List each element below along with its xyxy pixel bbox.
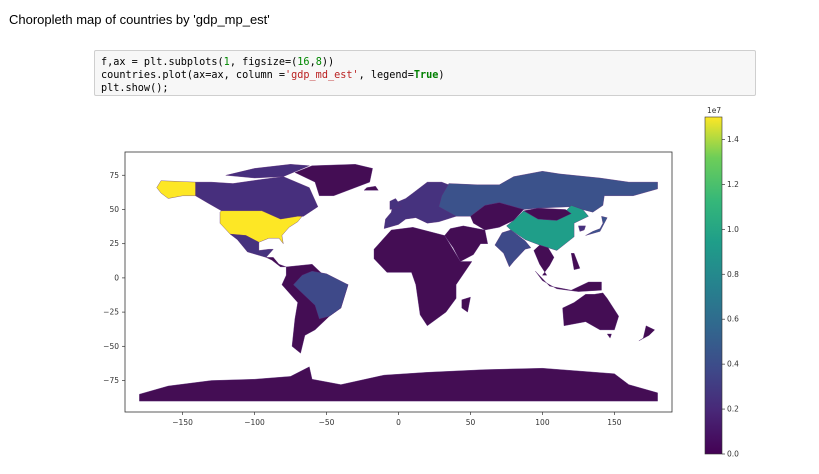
- colorbar-tick-label: 0.6: [727, 315, 739, 324]
- country-canada: [195, 176, 319, 220]
- y-tick-label: −25: [103, 308, 119, 317]
- country-australia: [562, 292, 619, 331]
- colorbar-ticks: 0.0 0.2 0.4 0.6 0.8 1.0 1.2 1.4: [722, 135, 739, 459]
- y-tick-label: 25: [109, 239, 119, 248]
- colorbar-tick-label: 0.0: [727, 450, 739, 459]
- country-madagascar: [461, 296, 471, 313]
- y-tick-label: −50: [103, 342, 119, 351]
- code-line-3: plt.show();: [101, 82, 169, 94]
- x-tick-label: 150: [607, 418, 622, 427]
- y-axis-ticks: 75 50 25 0 −25 −50 −75: [103, 171, 125, 385]
- y-tick-label: 0: [114, 273, 119, 282]
- country-india: [494, 229, 532, 268]
- country-korea: [578, 225, 586, 232]
- country-indonesia: [535, 270, 602, 292]
- y-tick-label: 75: [109, 171, 119, 180]
- colorbar-tick-label: 0.4: [727, 360, 739, 369]
- country-japan: [585, 216, 608, 236]
- page-title: Choropleth map of countries by 'gdp_mp_e…: [9, 12, 270, 27]
- y-tick-label: 50: [109, 205, 119, 214]
- country-arctic-islands: [225, 164, 310, 179]
- country-philippines: [570, 253, 581, 270]
- country-middle-east: [444, 225, 488, 262]
- country-mexico: [229, 233, 274, 258]
- colorbar: [704, 116, 723, 455]
- x-tick-label: 0: [396, 418, 401, 427]
- world-map: [139, 164, 658, 402]
- country-mongolia: [523, 207, 572, 221]
- colorbar-tick-label: 1.2: [727, 180, 739, 189]
- country-uk: [389, 198, 402, 210]
- x-axis-ticks: −150 −100 −50 0 50 100 150: [172, 412, 622, 427]
- colorbar-offset-label: 1e7: [707, 106, 721, 115]
- country-alaska: [156, 180, 196, 199]
- code-text[interactable]: f,ax = plt.subplots(1, figsize=(16,8)) c…: [95, 51, 755, 101]
- country-antarctica: [139, 366, 658, 402]
- code-line-2: countries.plot(ax=ax, column ='gdp_md_es…: [101, 69, 445, 81]
- x-tick-label: 100: [535, 418, 550, 427]
- code-line-1: f,ax = plt.subplots(1, figsize=(16,8)): [101, 57, 335, 68]
- country-se-asia: [533, 244, 555, 276]
- country-iceland: [363, 186, 379, 191]
- country-brazil: [293, 270, 349, 320]
- country-tasmania: [606, 333, 612, 339]
- x-tick-label: −100: [244, 418, 265, 427]
- colorbar-tick-label: 0.2: [727, 405, 739, 414]
- x-tick-label: −50: [319, 418, 335, 427]
- country-africa: [373, 227, 473, 327]
- y-tick-label: −75: [103, 376, 119, 385]
- colorbar-tick-label: 1.0: [727, 225, 739, 234]
- colorbar-tick-label: 0.8: [727, 270, 739, 279]
- country-new-zealand: [638, 325, 656, 341]
- colorbar-tick-label: 1.4: [727, 135, 739, 144]
- x-tick-label: 50: [466, 418, 476, 427]
- x-tick-label: −150: [172, 418, 193, 427]
- country-greenland: [294, 164, 373, 196]
- code-cell[interactable]: f,ax = plt.subplots(1, figsize=(16,8)) c…: [94, 50, 756, 96]
